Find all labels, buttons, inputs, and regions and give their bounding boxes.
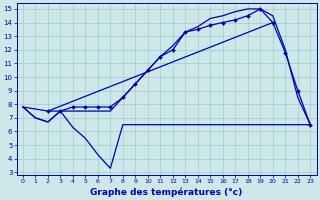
X-axis label: Graphe des températures (°c): Graphe des températures (°c) <box>91 187 243 197</box>
